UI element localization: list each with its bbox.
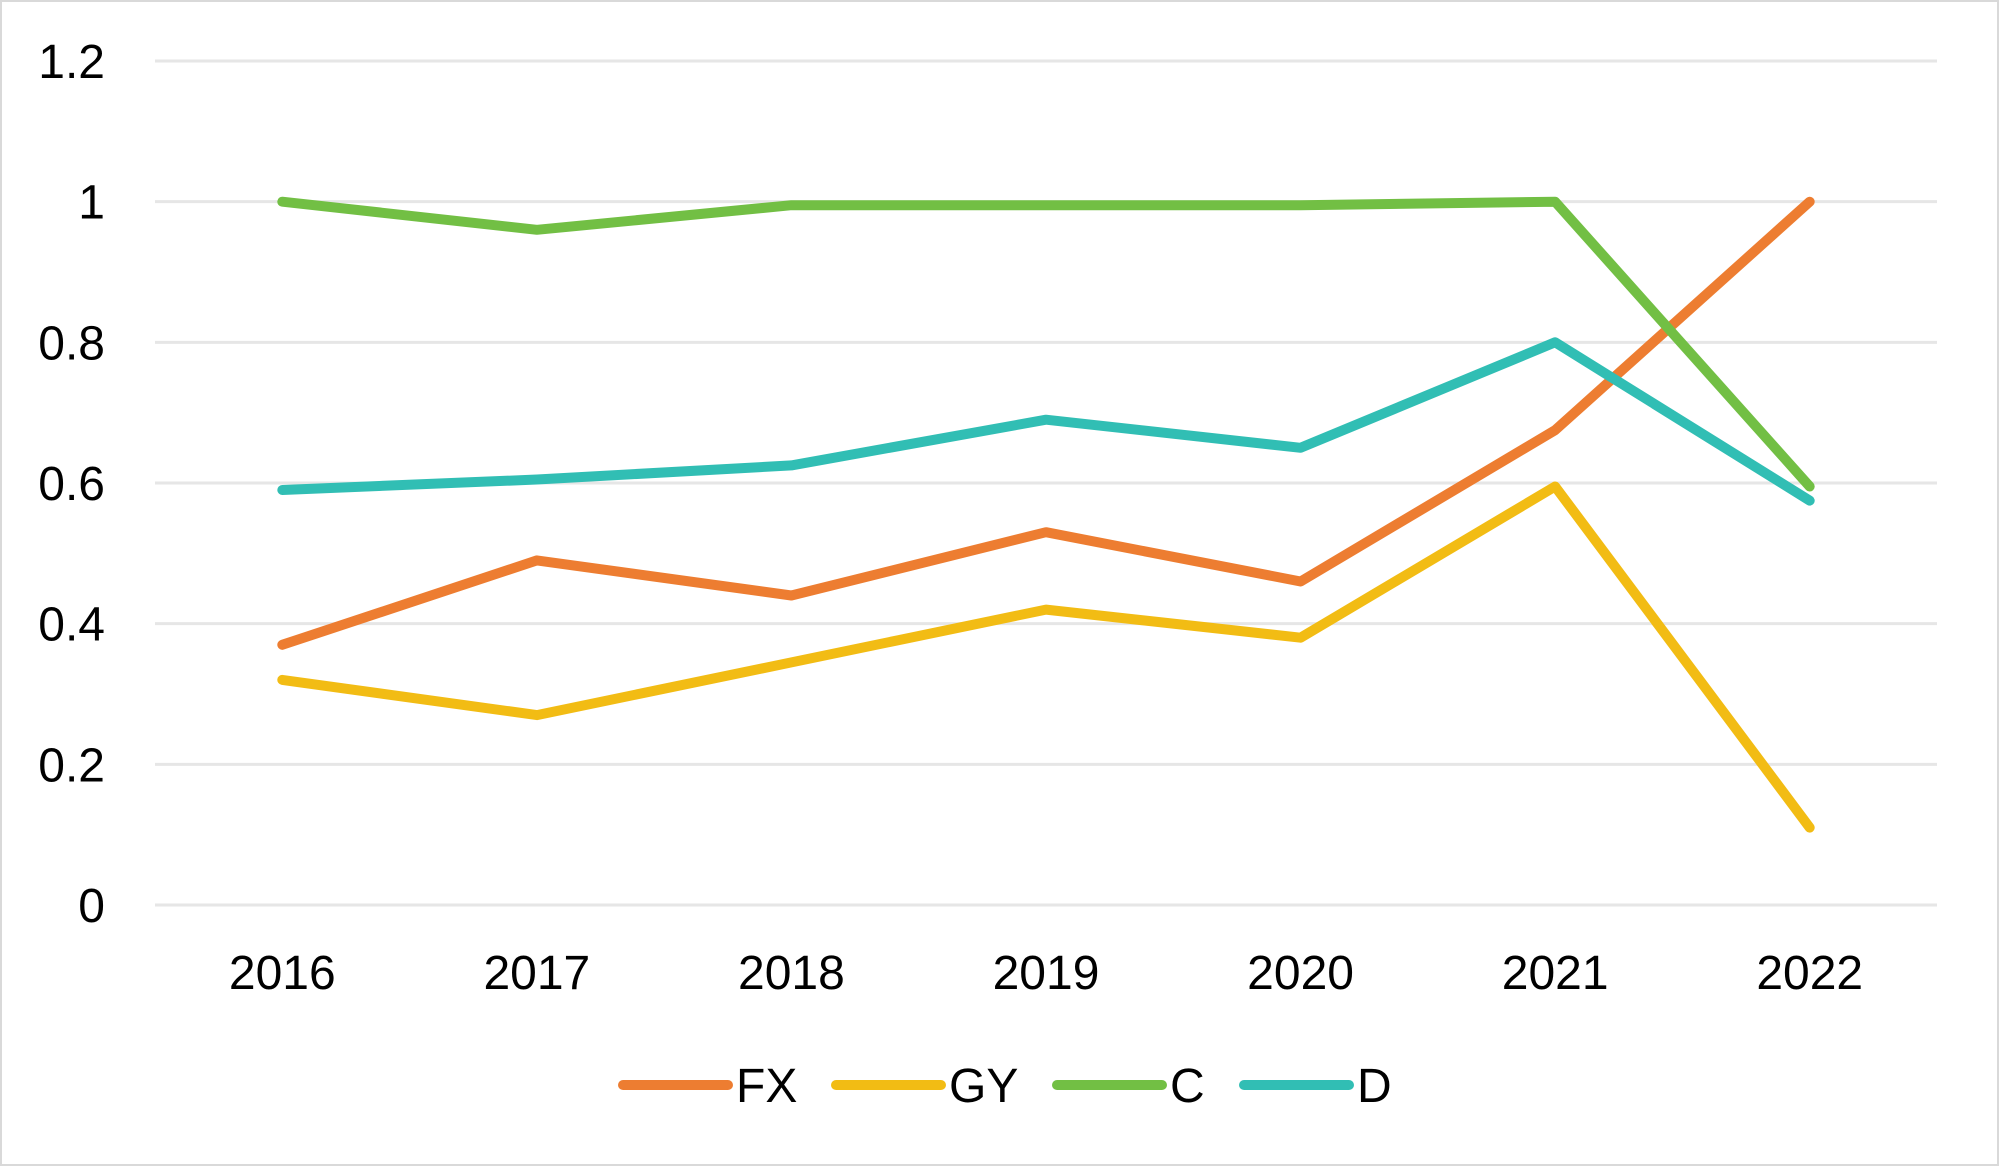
x-tick-label: 2016 [229,947,336,1000]
y-tick-label: 0.2 [38,739,105,792]
legend-item-fx: FX [618,1060,797,1113]
x-tick-label: 2018 [738,947,845,1000]
y-tick-label: 0.6 [38,458,105,511]
x-tick-label: 2019 [993,947,1100,1000]
x-axis-tick-labels: 2016 2017 2018 2019 2020 2021 2022 [229,947,1863,1000]
legend-label: D [1357,1060,1392,1113]
legend-label: C [1170,1060,1205,1113]
series-line-d [277,337,1815,506]
x-tick-label: 2021 [1502,947,1609,1000]
y-tick-label: 0.8 [38,317,105,370]
legend-item-c: C [1052,1060,1205,1113]
legend-label: GY [949,1060,1018,1113]
y-axis-tick-labels: 0 0.2 0.4 0.6 0.8 1 1.2 [38,36,105,933]
series-lines [277,196,1815,833]
series-line-c [277,196,1815,492]
x-tick-label: 2020 [1247,947,1354,1000]
legend-item-gy: GY [831,1060,1018,1113]
y-tick-label: 0.4 [38,599,105,652]
x-tick-label: 2017 [483,947,590,1000]
legend: FX GY C D [618,1060,1392,1113]
x-tick-label: 2022 [1756,947,1863,1000]
legend-item-d: D [1239,1060,1392,1113]
y-tick-label: 0 [78,880,105,933]
y-tick-label: 1.2 [38,36,105,89]
series-line-gy [277,481,1815,833]
legend-label: FX [736,1060,797,1113]
y-tick-label: 1 [78,177,105,230]
